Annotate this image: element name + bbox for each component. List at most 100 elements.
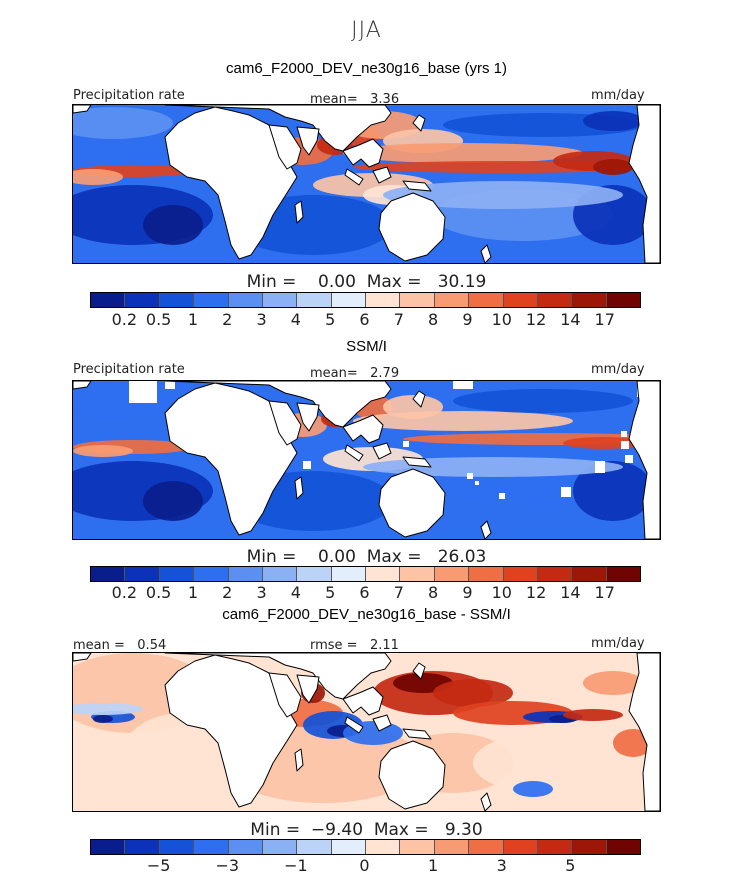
missing-data-box xyxy=(303,461,311,469)
landmask xyxy=(73,105,660,263)
field-contour xyxy=(353,411,573,431)
colorbar-swatch xyxy=(469,293,504,307)
land-japan xyxy=(412,662,426,680)
land-arabia xyxy=(268,400,302,446)
land-eurasia xyxy=(164,105,392,152)
missing-data-box xyxy=(625,455,633,463)
colorbar-swatch xyxy=(606,840,640,854)
colorbar-swatch xyxy=(331,840,366,854)
field-contour xyxy=(73,703,143,715)
colorbar-swatch xyxy=(503,840,538,854)
missing-data-box xyxy=(475,481,479,485)
colorbar-swatch xyxy=(606,567,640,581)
land-seasia xyxy=(342,138,384,168)
colorbar-swatch xyxy=(331,293,366,307)
colorbar-tick-label: −3 xyxy=(215,856,240,875)
colorbar-swatch xyxy=(503,293,538,307)
colorbar-swatch xyxy=(228,567,263,581)
land-india xyxy=(296,674,320,704)
colorbar-tick-label: 0.5 xyxy=(145,583,172,602)
colorbar-tick-label: −1 xyxy=(284,856,308,875)
field-contour xyxy=(593,159,633,175)
land-madagascar xyxy=(294,200,304,224)
colorbar-swatch xyxy=(194,293,229,307)
field-contour xyxy=(563,709,623,721)
panel-1-colorbar-ticks: 0.2 0.5 1 2 3 4 5 6 7 8 9 10 12 14 17 xyxy=(90,310,639,330)
panel-1-mean-label: mean= 3.36 xyxy=(310,92,400,107)
colorbar-swatch xyxy=(537,567,573,581)
colorbar-swatch xyxy=(159,293,195,307)
panel-2-units-label: mm/day xyxy=(591,362,645,377)
field-contour xyxy=(433,679,513,707)
colorbar-swatch xyxy=(400,567,435,581)
colorbar-tick-label: 0.2 xyxy=(111,310,138,329)
land-australia xyxy=(378,468,446,538)
colorbar-swatch xyxy=(91,840,126,854)
field-contour xyxy=(513,781,553,797)
colorbar-swatch xyxy=(469,567,504,581)
missing-data-box xyxy=(595,461,605,473)
land-greenland xyxy=(73,653,92,662)
land-americas xyxy=(628,381,660,539)
colorbar-swatch xyxy=(228,293,263,307)
colorbar-swatch xyxy=(503,567,538,581)
land-arabia xyxy=(268,672,302,718)
colorbar-swatch xyxy=(262,293,298,307)
panel-3-map-svg xyxy=(73,653,660,811)
field-contour xyxy=(73,169,123,185)
field-contour xyxy=(73,107,173,139)
colorbar-swatch xyxy=(228,840,263,854)
precip-field xyxy=(73,107,653,255)
season-title: JJA xyxy=(351,18,382,43)
missing-data-box xyxy=(621,431,627,437)
colorbar-tick-label: 4 xyxy=(290,583,301,602)
colorbar-tick-label: 6 xyxy=(359,583,370,602)
landmask xyxy=(73,381,660,539)
panel-2-map-svg xyxy=(73,381,660,539)
missing-data-box xyxy=(561,487,571,497)
land-nz xyxy=(480,792,492,811)
land-eurasia xyxy=(164,653,392,700)
colorbar-tick-label: 9 xyxy=(462,310,473,329)
field-contour xyxy=(343,143,583,163)
colorbar-tick-label: 1 xyxy=(187,310,199,329)
panel-3-rmse-label: rmse = 2.11 xyxy=(310,638,399,653)
land-australia xyxy=(378,192,446,262)
panel-3-map xyxy=(72,652,661,812)
panel-3-colorbar xyxy=(90,839,641,855)
land-nz xyxy=(480,520,492,539)
colorbar-swatch xyxy=(297,567,332,581)
land-madagascar xyxy=(294,748,304,772)
panel-1-variable-label: Precipitation rate xyxy=(73,88,185,103)
land-nz xyxy=(480,244,492,263)
colorbar-swatch xyxy=(125,840,160,854)
colorbar-tick-label: 17 xyxy=(594,583,615,602)
missing-data-box xyxy=(453,381,473,389)
land-eurasia xyxy=(164,381,392,428)
panel-2-colorbar-ticks: 0.2 0.5 1 2 3 4 5 6 7 8 9 10 12 14 17 xyxy=(90,583,639,603)
field-contour xyxy=(143,481,203,521)
land-japan xyxy=(412,114,426,132)
panel-1-title: cam6_F2000_DEV_ne30g16_base (yrs 1) xyxy=(225,60,507,77)
colorbar-tick-label: 3 xyxy=(496,856,507,875)
land-africa xyxy=(164,382,298,536)
land-newguinea xyxy=(402,728,432,740)
colorbar-tick-label: 0.5 xyxy=(145,310,172,329)
colorbar-swatch xyxy=(400,840,435,854)
colorbar-swatch xyxy=(434,567,470,581)
colorbar-tick-label: 5 xyxy=(325,583,336,602)
panel-3-minmax: Min = −9.40 Max = 9.30 xyxy=(250,820,483,840)
colorbar-swatch xyxy=(366,840,401,854)
colorbar-tick-label: 1 xyxy=(428,856,439,875)
missing-data-box xyxy=(129,381,157,403)
panel-1-map-svg xyxy=(73,105,660,263)
panel-2-title: SSM/I xyxy=(346,338,387,355)
land-greenland xyxy=(73,105,92,114)
land-arabia xyxy=(268,124,302,170)
missing-data-box xyxy=(165,381,175,389)
colorbar-swatch xyxy=(91,293,126,307)
land-americas xyxy=(628,105,660,263)
field-contour xyxy=(73,445,133,457)
panel-3-units-label: mm/day xyxy=(591,636,645,651)
land-japan xyxy=(412,390,426,408)
